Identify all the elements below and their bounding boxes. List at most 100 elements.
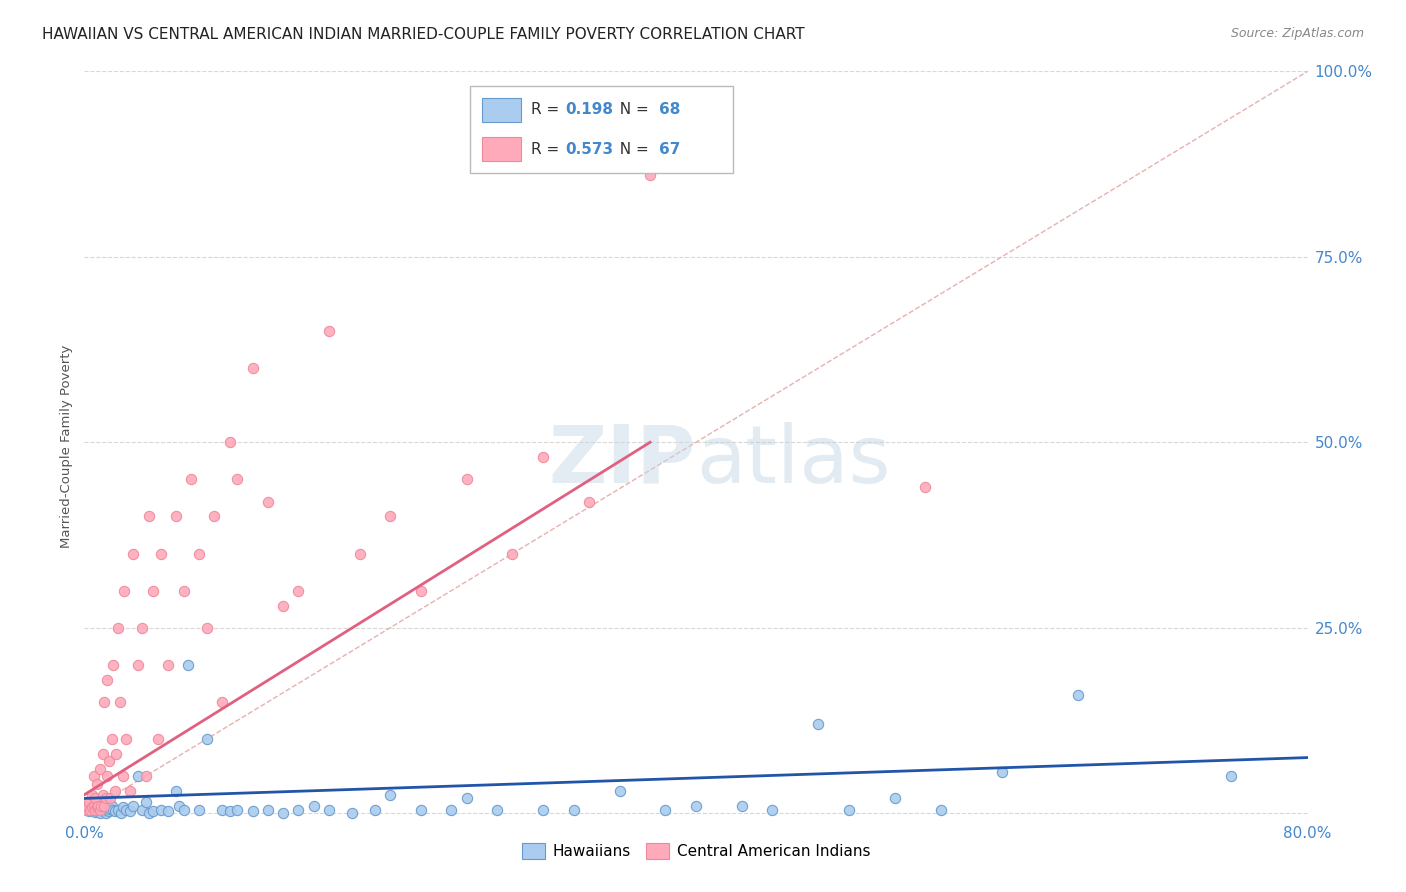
- Point: [226, 803, 249, 817]
- Point: [98, 802, 121, 816]
- Point: [98, 791, 121, 805]
- Point: [93, 798, 115, 813]
- Point: [75, 803, 97, 817]
- Point: [578, 494, 600, 508]
- Point: [211, 695, 233, 709]
- Point: [122, 798, 145, 813]
- FancyBboxPatch shape: [470, 87, 733, 172]
- Point: [90, 798, 112, 813]
- Point: [108, 695, 131, 709]
- Point: [86, 804, 108, 818]
- Point: [211, 803, 233, 817]
- Point: [87, 803, 110, 817]
- Point: [456, 791, 478, 805]
- Text: Source: ZipAtlas.com: Source: ZipAtlas.com: [1230, 27, 1364, 40]
- Point: [302, 798, 325, 813]
- Point: [114, 732, 136, 747]
- Point: [318, 324, 340, 338]
- Point: [91, 747, 114, 761]
- Point: [142, 804, 165, 818]
- Text: N =: N =: [610, 142, 654, 157]
- Point: [86, 776, 108, 790]
- Point: [77, 804, 100, 818]
- Point: [380, 509, 402, 524]
- Point: [531, 450, 554, 464]
- Point: [104, 784, 127, 798]
- Point: [226, 472, 249, 486]
- Point: [96, 673, 118, 687]
- Point: [111, 769, 134, 783]
- Point: [991, 765, 1014, 780]
- Point: [149, 803, 172, 817]
- Point: [180, 472, 202, 486]
- Point: [271, 599, 294, 613]
- Point: [112, 583, 135, 598]
- Text: R =: R =: [531, 142, 564, 157]
- Point: [101, 798, 124, 813]
- Point: [609, 784, 631, 798]
- Point: [188, 803, 211, 817]
- Text: 0.573: 0.573: [565, 142, 613, 157]
- Point: [177, 657, 200, 672]
- Point: [195, 732, 218, 747]
- Text: 68: 68: [659, 102, 681, 117]
- Point: [486, 803, 509, 817]
- Point: [83, 798, 105, 813]
- Point: [101, 732, 124, 747]
- Point: [218, 804, 240, 818]
- Point: [93, 695, 115, 709]
- Point: [114, 803, 136, 817]
- Point: [914, 480, 936, 494]
- Point: [157, 804, 180, 818]
- FancyBboxPatch shape: [482, 97, 522, 121]
- Point: [761, 803, 783, 817]
- Point: [135, 795, 157, 809]
- Point: [76, 803, 98, 817]
- Text: N =: N =: [610, 102, 654, 117]
- Point: [104, 804, 127, 818]
- Point: [76, 798, 98, 813]
- Point: [456, 472, 478, 486]
- Point: [340, 806, 363, 821]
- Point: [149, 547, 172, 561]
- Point: [318, 803, 340, 817]
- Text: ZIP: ZIP: [548, 422, 696, 500]
- Point: [127, 657, 149, 672]
- Point: [531, 803, 554, 817]
- Point: [202, 509, 225, 524]
- Point: [731, 798, 754, 813]
- FancyBboxPatch shape: [482, 137, 522, 161]
- Point: [89, 803, 111, 817]
- Point: [218, 435, 240, 450]
- Point: [287, 583, 309, 598]
- Point: [242, 804, 264, 818]
- Point: [165, 784, 187, 798]
- Point: [91, 803, 114, 817]
- Point: [120, 784, 142, 798]
- Point: [883, 791, 905, 805]
- Point: [103, 803, 125, 817]
- Point: [84, 805, 107, 819]
- Point: [838, 803, 860, 817]
- Text: 67: 67: [659, 142, 681, 157]
- Point: [89, 804, 111, 818]
- Point: [257, 494, 280, 508]
- Point: [79, 803, 101, 817]
- Point: [409, 803, 432, 817]
- Point: [83, 769, 105, 783]
- Point: [80, 788, 103, 802]
- Point: [167, 798, 190, 813]
- Point: [257, 803, 280, 817]
- Point: [80, 803, 103, 817]
- Point: [89, 806, 111, 821]
- Point: [131, 621, 153, 635]
- Point: [380, 788, 402, 802]
- Text: atlas: atlas: [696, 422, 890, 500]
- Point: [654, 803, 676, 817]
- Point: [83, 798, 105, 813]
- Point: [138, 509, 160, 524]
- Point: [94, 791, 117, 805]
- Point: [157, 657, 180, 672]
- Point: [107, 803, 129, 817]
- Point: [87, 798, 110, 813]
